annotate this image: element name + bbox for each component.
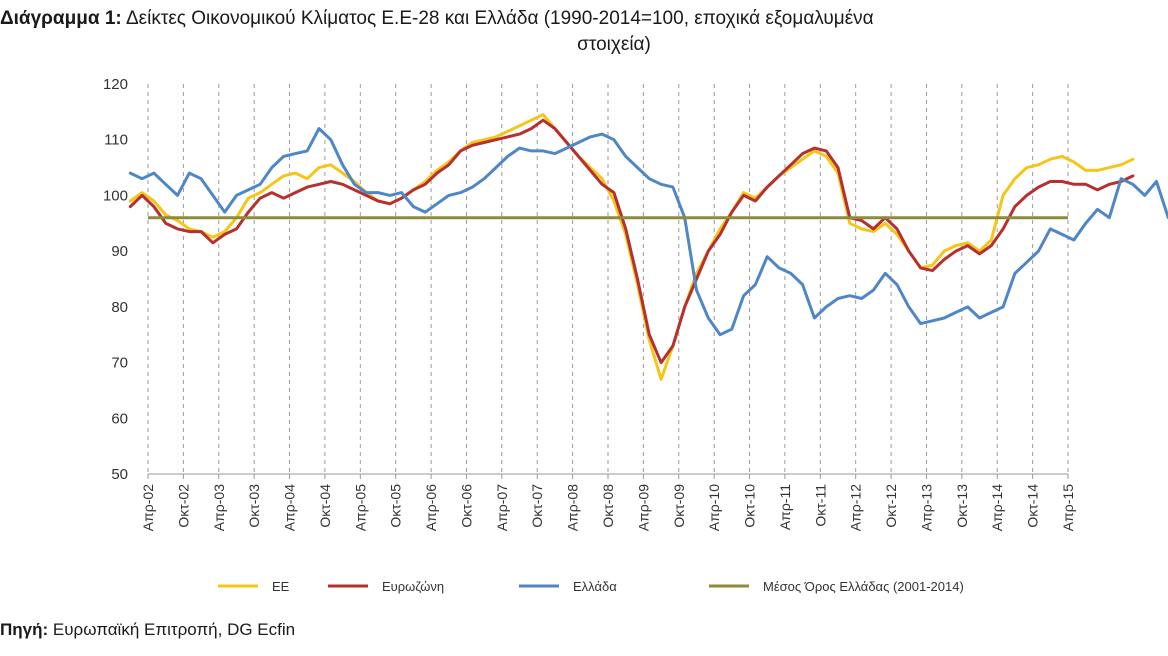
line-chart: Απρ-02 Οκτ-02 Απρ-03 Οκτ-03 Απρ-04 Οκτ-04 Απρ-… <box>103 76 1168 594</box>
x-tick-label: Απρ-07 <box>494 484 510 531</box>
x-tick-label: Οκτ-12 <box>883 484 899 528</box>
y-tick-label: 70 <box>111 355 128 372</box>
series-line <box>128 118 1135 365</box>
x-tick-label: Απρ-02 <box>140 484 156 531</box>
title-line-1: Διάγραμμα 1: Δείκτες Οικονομικού Κλίματο… <box>0 6 1168 32</box>
x-tick-label: Απρ-08 <box>565 484 581 531</box>
x-tick-label: Οκτ-14 <box>1025 484 1041 528</box>
x-tick-label: Απρ-13 <box>918 484 934 531</box>
source-text: Ευρωπαϊκή Επιτροπή, DG Ecfin <box>48 620 296 639</box>
title-line-2: στοιχεία) <box>577 34 651 55</box>
x-tick-label: Απρ-12 <box>848 484 864 531</box>
legend-label: Μέσος Όρος Ελλάδας (2001-2014) <box>763 579 964 594</box>
y-tick-label: 110 <box>104 132 128 149</box>
chart-title: Διάγραμμα 1: Δείκτες Οικονομικού Κλίματο… <box>0 6 1168 58</box>
source-label: Πηγή: <box>0 620 49 639</box>
x-tick-label: Απρ-06 <box>423 484 439 531</box>
x-tick-label: Οκτ-11 <box>812 484 828 527</box>
legend: ΕΕ Ευρωζώνη Ελλάδα Μέσος Όρος Ελλάδας (2001… <box>218 579 964 594</box>
series-layer <box>128 113 1168 381</box>
legend-label: ΕΕ <box>272 579 290 594</box>
x-tick-label: Οκτ-08 <box>600 484 616 528</box>
x-tick-label: Οκτ-02 <box>175 484 191 528</box>
x-tick-label: Οκτ-10 <box>742 484 758 528</box>
y-tick-label: 120 <box>103 76 128 93</box>
x-tick-label: Απρ-04 <box>282 484 298 531</box>
y-tick-label: 90 <box>111 243 128 260</box>
source-note: Πηγή: Ευρωπαϊκή Επιτροπή, DG Ecfin <box>0 620 295 640</box>
x-tick-label: Απρ-14 <box>989 484 1005 531</box>
x-tick-label: Οκτ-03 <box>246 484 262 528</box>
series-line <box>128 113 1135 381</box>
y-tick-label: 80 <box>111 299 128 316</box>
y-tick-label: 50 <box>111 466 128 483</box>
x-tick-label: Οκτ-07 <box>529 484 545 528</box>
series-line <box>128 127 1168 337</box>
x-tick-label: Απρ-09 <box>635 484 651 531</box>
title-label: Διάγραμμα 1: <box>0 8 122 29</box>
y-tick-label: 100 <box>103 187 128 204</box>
x-tick-label: Απρ-05 <box>352 484 368 531</box>
x-tick-label: Οκτ-09 <box>671 484 687 528</box>
x-tick-label: Απρ-15 <box>1060 484 1076 531</box>
x-tick-label: Οκτ-06 <box>458 484 474 528</box>
x-tick-label: Απρ-10 <box>706 484 722 531</box>
x-tick-label: Απρ-03 <box>211 484 227 531</box>
x-tick-label: Απρ-11 <box>777 484 793 530</box>
title-text: Δείκτες Οικονομικού Κλίματος Ε.Ε-28 και … <box>121 8 874 29</box>
y-tick-label: 60 <box>111 410 128 427</box>
axis-layer: Απρ-02 Οκτ-02 Απρ-03 Οκτ-03 Απρ-04 Οκτ-04 Απρ-… <box>103 76 1076 531</box>
x-tick-label: Οκτ-04 <box>317 484 333 528</box>
x-tick-label: Οκτ-13 <box>954 484 970 528</box>
x-tick-label: Οκτ-05 <box>388 484 404 528</box>
legend-label: Ελλάδα <box>573 579 617 594</box>
grid-layer <box>147 84 1069 474</box>
legend-label: Ευρωζώνη <box>382 579 444 594</box>
